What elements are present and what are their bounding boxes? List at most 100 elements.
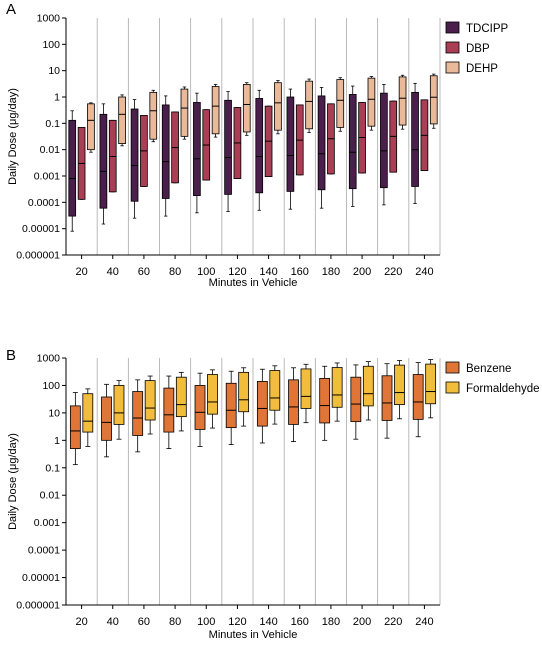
box-tdcipp [68,110,77,232]
box-benzene [101,383,112,458]
box-iqr [362,365,374,407]
box-iqr [118,96,126,144]
box-formaldehyde [269,365,281,425]
panel-b: B 0.000001 0.00001 0.0001 0.001 0.01 0.1 1 10 100… [6,347,540,641]
box-iqr [194,385,206,430]
legend-label: DEHP [466,63,498,75]
box-tdcipp [224,91,232,212]
panel-letter: B [6,347,16,364]
box-iqr [398,76,407,126]
box-formaldehyde [144,375,156,435]
box-dehp [211,84,220,138]
box-formaldehyde [362,361,374,421]
legend-swatch [445,21,460,34]
legend-swatch [445,381,460,394]
x-tick-label: 160 [291,616,309,628]
box-formaldehyde [425,359,437,419]
box-benzene [163,375,175,449]
box-dbp [264,105,273,177]
box-iqr [331,367,343,408]
box-iqr [255,98,264,194]
x-tick-label: 140 [259,616,277,628]
box-dehp [367,76,376,131]
y-tick-label: 10 [48,407,60,419]
box-dehp [305,78,313,133]
box-iqr [161,104,170,199]
box-iqr [348,94,357,190]
box-dehp [242,82,251,136]
box-formaldehyde [238,367,250,427]
legend-label: DBP [466,43,490,55]
box-iqr [286,96,295,192]
box-iqr [163,387,175,433]
box-iqr [180,88,189,137]
box-dbp [420,99,429,172]
box-benzene [350,364,362,440]
x-tick-label: 80 [169,266,181,278]
box-formaldehyde [113,380,125,440]
y-tick-label: 0.01 [40,144,61,156]
box-iqr [113,385,125,425]
box-benzene [225,370,237,445]
y-tick-label: 0.001 [34,517,60,529]
box-iqr [193,102,201,197]
box-formaldehyde [207,369,218,429]
y-tick-label: 0.000001 [16,600,60,612]
box-dehp [118,94,126,147]
legend-label: Formaldehyde [466,383,540,395]
box-iqr [288,379,299,425]
box-benzene [194,372,206,447]
box-benzene [288,367,299,442]
box-dbp [233,107,242,179]
x-tick-label: 60 [138,616,150,628]
x-tick-label: 40 [107,616,119,628]
box-tdcipp [99,103,108,225]
box-iqr [130,108,139,202]
box-dbp [202,109,211,181]
legend-swatch [445,41,460,54]
box-iqr [225,382,237,429]
y-tick-label: 0.0001 [28,197,60,209]
box-dehp [180,86,189,140]
y-tick-label: 0.1 [45,118,60,130]
legend-swatch [445,61,460,74]
box-tdcipp [193,92,201,214]
box-benzene [381,363,393,439]
y-tick-label: 1 [54,92,60,104]
box-iqr [274,82,282,131]
box-iqr [87,103,95,151]
box-benzene [412,362,424,438]
y-tick-label: 0.01 [40,490,61,502]
legend-swatch [445,361,460,374]
panel-a: A 0.000001 0.00001 0.0001 0.001 0.01 0.1 1 10 100… [6,1,509,289]
x-tick-label: 100 [197,266,215,278]
box-iqr [425,363,437,405]
box-dbp [295,104,304,176]
box-iqr [101,396,112,441]
box-benzene [319,365,331,441]
y-axis-label: Daily Dose (μg/day) [7,88,19,185]
box-dehp [274,80,282,135]
box-iqr [238,371,250,413]
box-tdcipp [130,99,139,219]
x-tick-label: 180 [322,616,340,628]
box-dbp [77,127,86,200]
box-dehp [398,74,407,130]
x-tick-label: 120 [228,616,246,628]
box-formaldehyde [331,362,343,422]
x-tick-label: 60 [138,266,150,278]
box-iqr [69,405,81,449]
x-tick-label: 160 [291,266,309,278]
x-tick-label: 40 [107,266,119,278]
box-iqr [350,376,362,423]
x-tick-label: 240 [415,266,433,278]
box-iqr [394,364,405,406]
box-iqr [336,79,345,128]
box-iqr [144,380,156,421]
box-iqr [429,75,438,125]
box-iqr [149,91,158,140]
x-axis-label: Minutes in Vehicle [209,629,298,641]
box-dehp [87,102,95,153]
y-tick-label: 0.001 [34,171,60,183]
box-iqr [256,381,268,427]
